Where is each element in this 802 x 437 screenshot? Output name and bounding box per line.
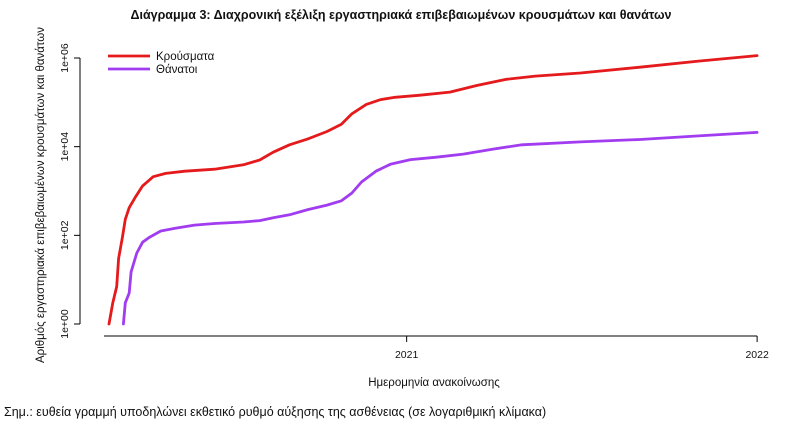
chart-title: Διάγραμμα 3: Διαχρονική εξέλιξη εργαστηρ… (130, 8, 672, 22)
x-tick-label: 2022 (745, 349, 769, 361)
series-layer (107, 54, 759, 326)
y-axis-label: Αριθμός εργαστηριακά επιβεβαιωμένων κρου… (35, 27, 47, 363)
series-line-2 (122, 131, 759, 326)
x-axis: 2021 2022 (104, 335, 769, 361)
legend-label-1: Κρούσματα (156, 51, 215, 63)
y-tick-label: 1e+02 (59, 220, 71, 250)
y-tick-label: 1e+06 (59, 43, 71, 73)
footnote: Σημ.: ευθεία γραμμή υποδηλώνει εκθετικό … (4, 405, 547, 419)
y-axis: 1e+00 1e+02 1e+04 1e+06 (59, 43, 81, 339)
y-tick-label: 1e+00 (59, 309, 71, 339)
x-tick-label: 2021 (395, 349, 419, 361)
legend-label-2: Θάνατοι (156, 64, 198, 76)
x-axis-label: Ημερομηνία ανακοίνωσης (368, 377, 500, 389)
y-tick-label: 1e+04 (59, 132, 71, 162)
series-line-1 (107, 54, 759, 326)
